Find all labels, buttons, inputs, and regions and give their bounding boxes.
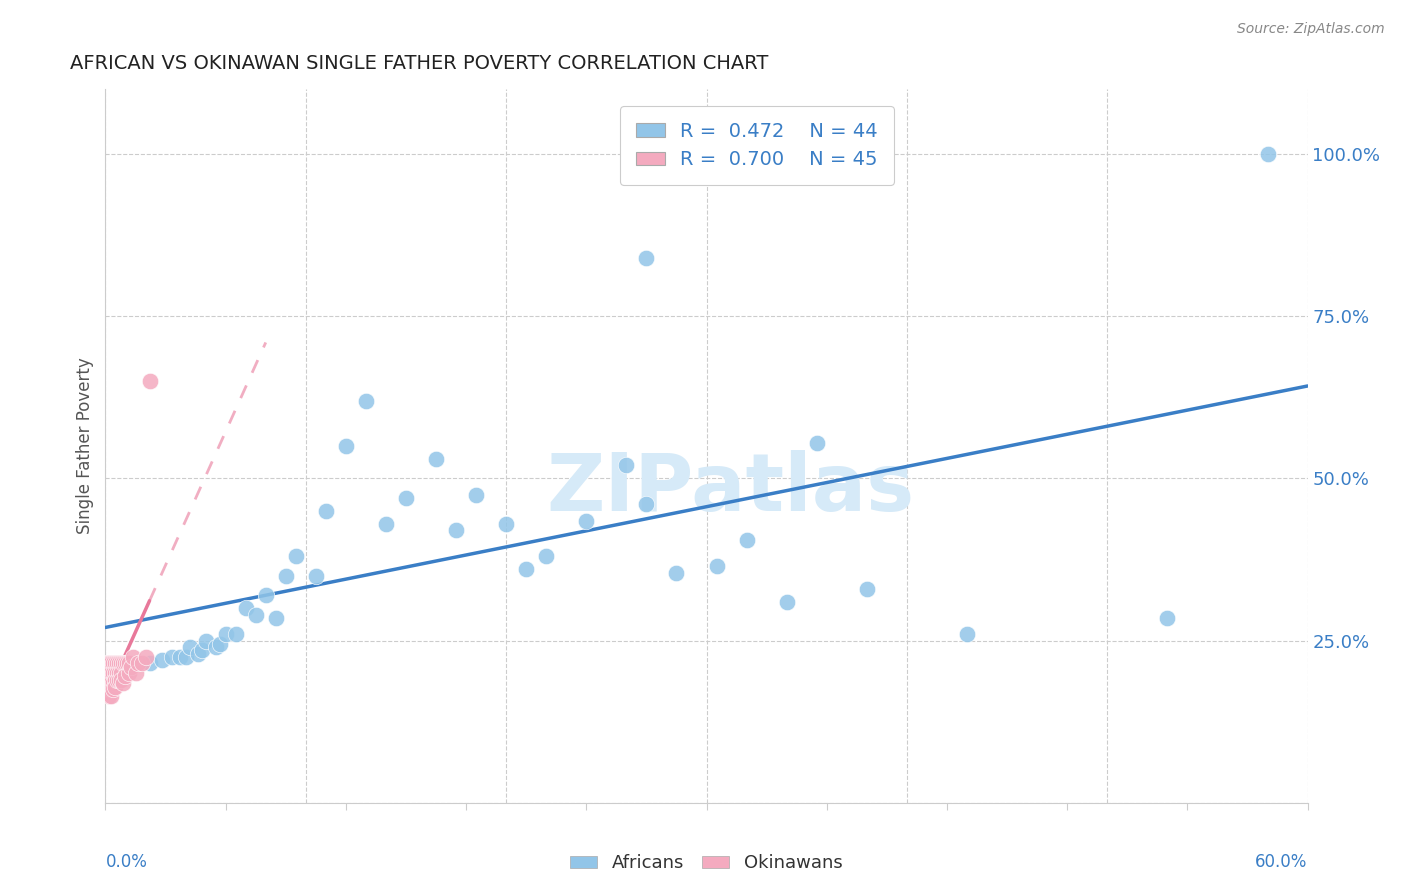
Point — [104, 657, 127, 671]
Point — [110, 673, 132, 687]
Point — [956, 627, 979, 641]
Point — [665, 566, 688, 580]
Point — [117, 657, 139, 671]
Point — [735, 533, 758, 547]
Point — [575, 514, 598, 528]
Point — [98, 689, 121, 703]
Point — [179, 640, 201, 654]
Point — [98, 682, 121, 697]
Point — [187, 647, 209, 661]
Point — [806, 435, 828, 450]
Point — [208, 637, 231, 651]
Point — [96, 682, 118, 697]
Point — [108, 657, 131, 671]
Point — [174, 649, 197, 664]
Point — [138, 374, 160, 388]
Point — [1156, 611, 1178, 625]
Point — [444, 524, 467, 538]
Point — [100, 682, 122, 697]
Point — [169, 649, 191, 664]
Point — [636, 251, 658, 265]
Point — [104, 681, 127, 695]
Point — [104, 666, 127, 681]
Point — [121, 659, 143, 673]
Y-axis label: Single Father Poverty: Single Father Poverty — [76, 358, 94, 534]
Point — [108, 673, 131, 687]
Point — [160, 649, 183, 664]
Text: 0.0%: 0.0% — [105, 853, 148, 871]
Point — [138, 657, 160, 671]
Point — [131, 657, 153, 671]
Point — [135, 649, 157, 664]
Point — [214, 627, 236, 641]
Point — [100, 666, 122, 681]
Point — [465, 488, 488, 502]
Point — [107, 657, 129, 671]
Point — [127, 657, 149, 671]
Point — [103, 675, 125, 690]
Point — [96, 657, 118, 671]
Point — [515, 562, 537, 576]
Point — [103, 666, 125, 681]
Point — [100, 689, 122, 703]
Point — [98, 666, 121, 681]
Point — [96, 675, 118, 690]
Point — [150, 653, 173, 667]
Point — [534, 549, 557, 564]
Point — [274, 568, 297, 582]
Text: ZIPatlas: ZIPatlas — [547, 450, 915, 528]
Point — [495, 516, 517, 531]
Point — [706, 559, 728, 574]
Point — [204, 640, 226, 654]
Point — [245, 607, 267, 622]
Point — [96, 666, 118, 681]
Point — [110, 666, 132, 681]
Point — [122, 649, 145, 664]
Point — [254, 588, 277, 602]
Point — [118, 657, 141, 671]
Point — [315, 504, 337, 518]
Point — [103, 657, 125, 671]
Point — [100, 675, 122, 690]
Point — [264, 611, 287, 625]
Point — [776, 595, 799, 609]
Point — [374, 516, 398, 531]
Point — [107, 673, 129, 687]
Point — [305, 568, 328, 582]
Point — [118, 666, 141, 681]
Text: 60.0%: 60.0% — [1256, 853, 1308, 871]
Point — [194, 633, 217, 648]
Point — [108, 666, 131, 681]
Point — [110, 657, 132, 671]
Point — [104, 673, 127, 687]
Point — [235, 601, 257, 615]
Point — [284, 549, 307, 564]
Point — [124, 666, 146, 681]
Point — [616, 458, 638, 473]
Point — [98, 657, 121, 671]
Point — [190, 643, 212, 657]
Point — [636, 497, 658, 511]
Text: AFRICAN VS OKINAWAN SINGLE FATHER POVERTY CORRELATION CHART: AFRICAN VS OKINAWAN SINGLE FATHER POVERT… — [70, 54, 769, 72]
Point — [112, 657, 135, 671]
Point — [114, 657, 136, 671]
Point — [100, 657, 122, 671]
Point — [425, 452, 447, 467]
Point — [855, 582, 877, 596]
Point — [114, 669, 136, 683]
Point — [395, 491, 418, 505]
Point — [354, 393, 377, 408]
Point — [1257, 147, 1279, 161]
Point — [335, 439, 357, 453]
Point — [98, 675, 121, 690]
Text: Source: ZipAtlas.com: Source: ZipAtlas.com — [1237, 22, 1385, 37]
Point — [103, 682, 125, 697]
Point — [112, 675, 135, 690]
Legend: Africans, Okinawans: Africans, Okinawans — [564, 847, 849, 880]
Point — [225, 627, 247, 641]
Point — [107, 666, 129, 681]
